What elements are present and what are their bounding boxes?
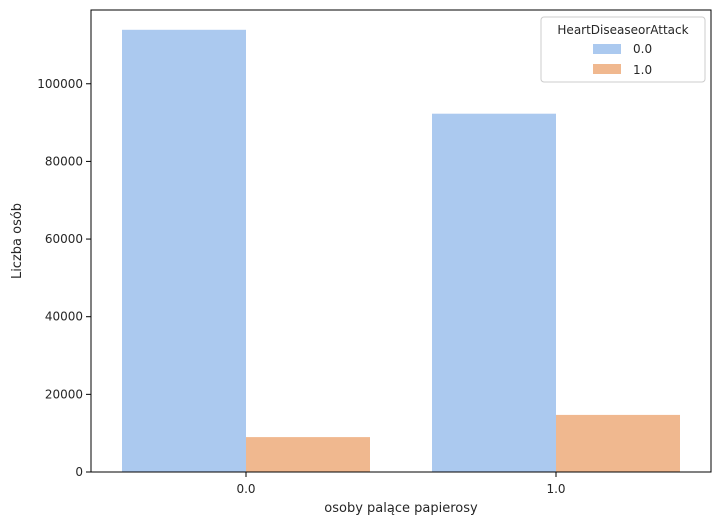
legend-swatch-1: [593, 64, 621, 74]
bars-group: [122, 29, 680, 473]
bar-series-0-cat-1: [432, 113, 556, 472]
y-tick-label: 20000: [45, 387, 83, 401]
x-axis-title: osoby palące papierosy: [324, 501, 478, 516]
plot-frame: [90, 9, 712, 473]
y-axis-ticks: 0 20000 40000 60000 80000 100000: [37, 77, 91, 479]
legend-swatch-0: [593, 44, 621, 54]
y-tick-label: 60000: [45, 232, 83, 246]
legend-label-1: 1.0: [633, 63, 652, 77]
x-tick-label: 0.0: [236, 482, 255, 496]
bar-series-1-cat-1: [556, 414, 680, 472]
legend: HeartDiseaseorAttack 0.0 1.0: [540, 16, 706, 83]
legend-frame: [540, 16, 706, 83]
y-axis-title: Liczba osób: [10, 203, 25, 279]
y-tick-label: 0: [75, 465, 83, 479]
x-axis-ticks: 0.0 1.0: [236, 472, 566, 496]
bar-series-1-cat-0: [246, 437, 370, 472]
x-tick-label: 1.0: [546, 482, 565, 496]
y-tick-label: 80000: [45, 154, 83, 168]
bar-series-0-cat-0: [122, 29, 246, 473]
legend-label-0: 0.0: [633, 42, 652, 56]
legend-title: HeartDiseaseorAttack: [557, 23, 688, 37]
y-tick-label: 100000: [37, 77, 83, 91]
y-tick-label: 40000: [45, 310, 83, 324]
